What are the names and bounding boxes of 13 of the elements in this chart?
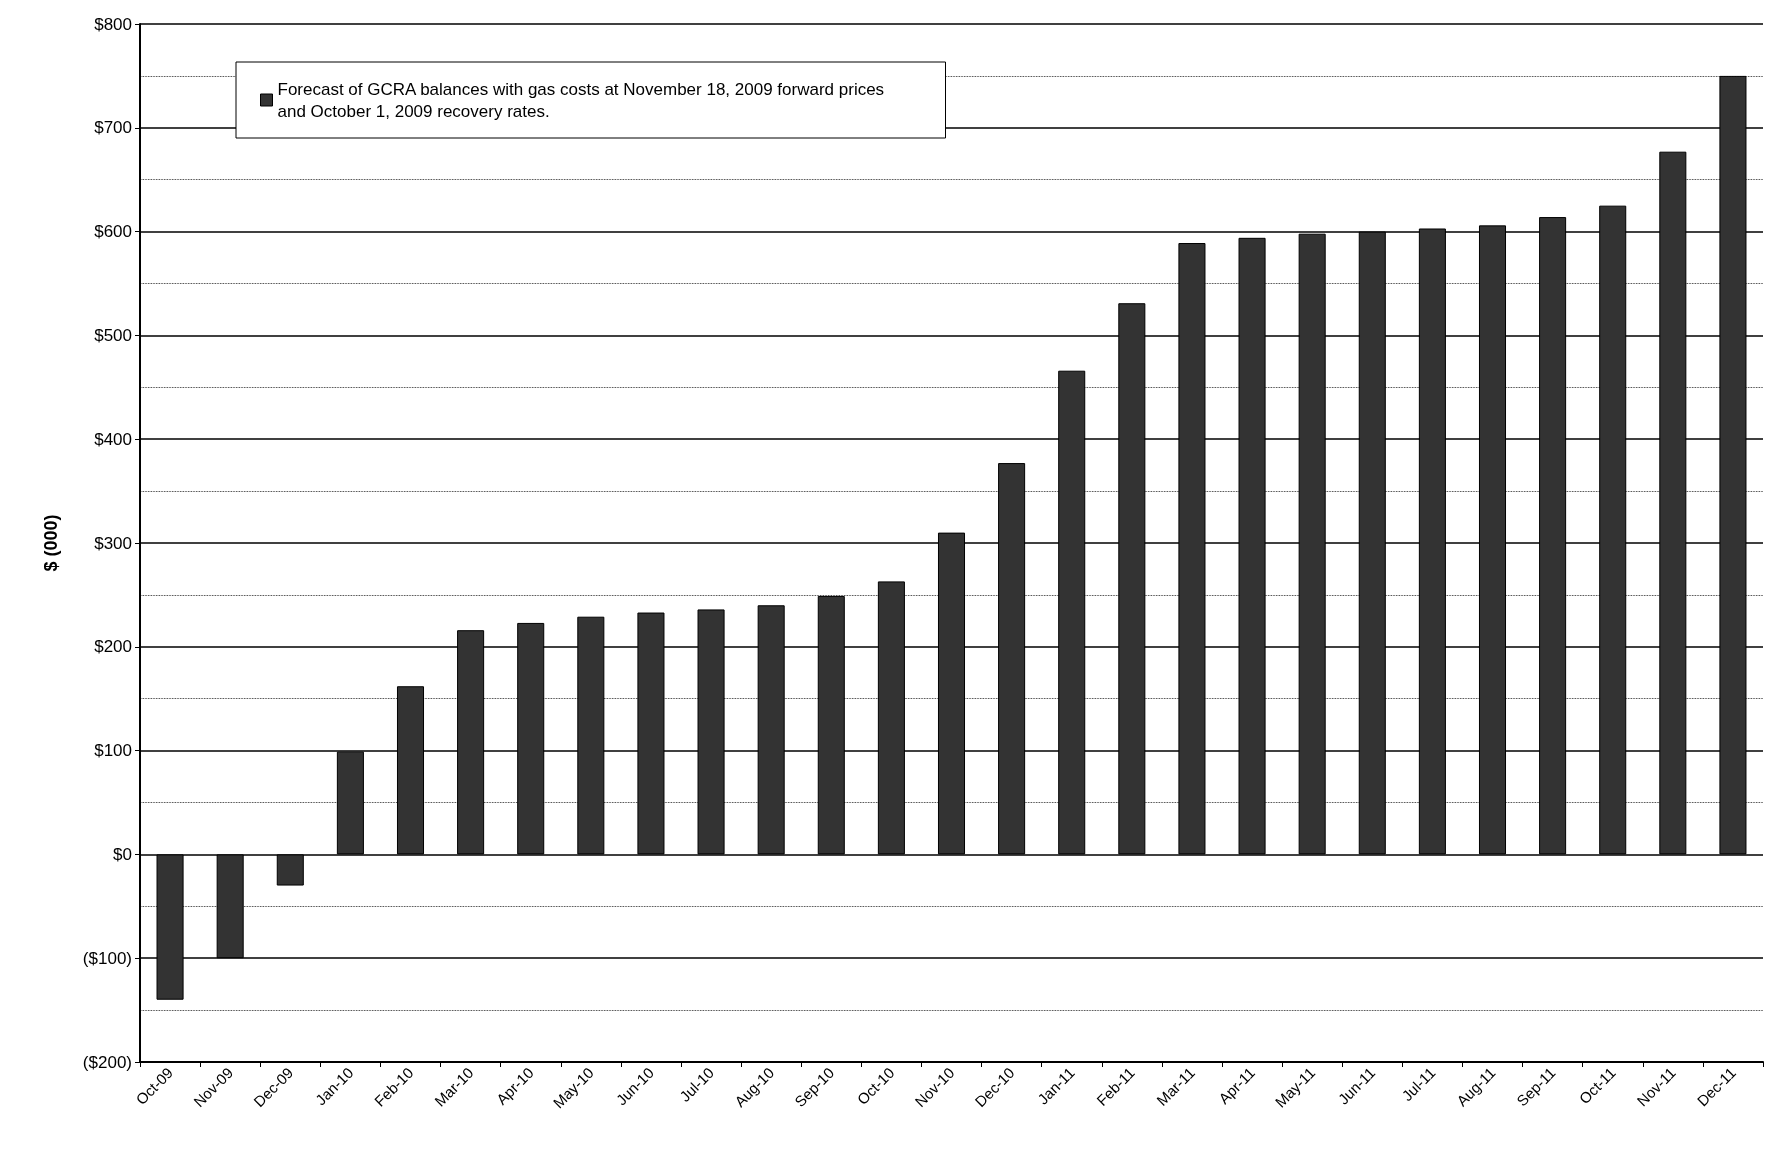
y-tick-label: $200	[94, 637, 132, 657]
y-tick-label: $600	[94, 222, 132, 242]
y-tick-label: $400	[94, 429, 132, 449]
legend-label: Forecast of GCRA balances with gas costs at November 18, 2009 forward prices and October 1, 2009 recovery rates.	[277, 79, 889, 121]
y-tick-label: ($100)	[82, 948, 132, 968]
y-tick-label: $0	[113, 844, 132, 864]
y-tick-label: ($200)	[82, 1052, 132, 1072]
y-tick-label: $800	[94, 14, 132, 34]
y-axis-title: $ (000)	[41, 514, 61, 572]
y-tick-label: $500	[94, 325, 132, 345]
y-tick-label: $700	[94, 118, 132, 138]
y-tick-label: $100	[94, 741, 132, 761]
y-tick-label: $300	[94, 533, 132, 553]
